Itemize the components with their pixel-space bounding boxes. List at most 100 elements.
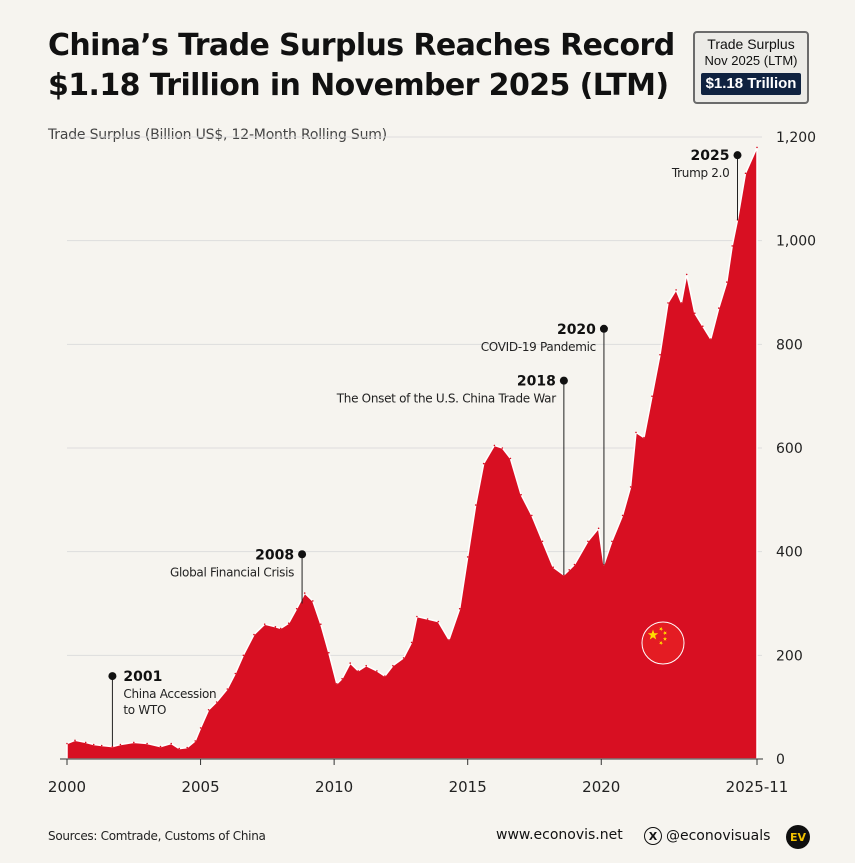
badge-label: Trade Surplus bbox=[707, 36, 795, 52]
data-point bbox=[341, 677, 343, 680]
data-point bbox=[133, 741, 135, 744]
data-point bbox=[643, 436, 645, 439]
data-point bbox=[410, 641, 413, 644]
annotation-dot bbox=[559, 376, 568, 385]
data-point bbox=[199, 727, 202, 729]
badge-value: $1.18 Trillion bbox=[701, 73, 801, 95]
annotation-dot bbox=[599, 324, 608, 333]
data-point bbox=[675, 289, 677, 291]
data-point bbox=[667, 302, 669, 304]
data-point bbox=[501, 447, 504, 449]
data-point bbox=[100, 744, 103, 747]
x-twitter-icon: X bbox=[644, 827, 662, 845]
annotation-dot bbox=[108, 672, 117, 681]
data-point bbox=[295, 607, 298, 610]
data-point bbox=[146, 742, 148, 745]
data-point bbox=[376, 670, 378, 672]
data-point bbox=[312, 600, 314, 602]
econovis-logo-icon: EV bbox=[786, 825, 810, 849]
website-link[interactable]: www.econovis.net bbox=[496, 827, 623, 843]
data-point bbox=[726, 281, 728, 283]
data-point bbox=[509, 457, 512, 460]
data-point bbox=[159, 745, 162, 748]
data-point bbox=[186, 746, 188, 749]
data-point bbox=[710, 338, 712, 340]
y-axis-label: Trade Surplus (Billion US$, 12-Month Rol… bbox=[48, 127, 387, 143]
data-point bbox=[365, 664, 368, 667]
x-tick-label: 2015 bbox=[449, 778, 487, 796]
data-point bbox=[274, 626, 277, 628]
data-point bbox=[541, 540, 544, 543]
data-point bbox=[520, 493, 522, 496]
y-tick-label: 0 bbox=[776, 752, 785, 768]
data-point bbox=[587, 540, 589, 543]
data-point bbox=[349, 662, 352, 664]
annotation-dot bbox=[298, 550, 307, 559]
x-tick-label: 2005 bbox=[181, 778, 219, 796]
data-point bbox=[482, 462, 485, 465]
data-point bbox=[234, 672, 237, 675]
data-point bbox=[263, 623, 266, 625]
data-point bbox=[629, 486, 632, 488]
annotation-text: COVID-19 Pandemic bbox=[481, 340, 596, 354]
data-point bbox=[402, 657, 405, 659]
y-tick-label: 600 bbox=[776, 441, 803, 457]
data-point bbox=[685, 273, 688, 276]
data-point bbox=[328, 651, 330, 654]
data-point bbox=[357, 670, 360, 672]
data-point bbox=[119, 743, 122, 746]
y-tick-label: 200 bbox=[776, 648, 803, 664]
data-point bbox=[680, 302, 683, 304]
data-point bbox=[336, 683, 338, 685]
annotation-year: 2018 bbox=[517, 374, 556, 390]
y-tick-label: 1,000 bbox=[776, 234, 816, 250]
data-point bbox=[303, 592, 306, 594]
data-point bbox=[651, 395, 653, 398]
sources-note: Sources: Comtrade, Customs of China bbox=[48, 829, 266, 843]
data-point bbox=[426, 618, 429, 620]
data-point bbox=[694, 312, 696, 315]
data-point bbox=[573, 563, 576, 566]
data-point bbox=[66, 742, 68, 745]
data-point bbox=[226, 688, 229, 690]
data-point bbox=[84, 741, 87, 744]
data-point bbox=[242, 654, 245, 657]
data-point bbox=[178, 747, 180, 750]
annotation-2018: 2018 The Onset of the U.S. China Trade Wa… bbox=[336, 374, 568, 575]
annotation-dot bbox=[733, 151, 742, 160]
data-point bbox=[659, 353, 661, 356]
annotation-year: 2008 bbox=[255, 547, 294, 563]
data-point bbox=[384, 675, 386, 677]
data-point bbox=[597, 527, 600, 530]
annotation-text: Trump 2.0 bbox=[671, 166, 730, 180]
data-point bbox=[731, 245, 733, 247]
x-tick-label: 2010 bbox=[315, 778, 353, 796]
data-point bbox=[416, 615, 418, 618]
data-point bbox=[207, 709, 210, 711]
data-point bbox=[448, 639, 450, 641]
data-point bbox=[611, 540, 613, 543]
annotation-2001: 2001 China Accession to WTO bbox=[108, 669, 217, 747]
x-tick-label: 2020 bbox=[582, 778, 620, 796]
badge-period: Nov 2025 (LTM) bbox=[704, 53, 798, 68]
data-point bbox=[215, 701, 218, 703]
annotation-2008: 2008 Global Financial Crisis bbox=[170, 547, 307, 604]
chart-title-line-1: China’s Trade Surplus Reaches Record bbox=[48, 28, 675, 63]
data-point bbox=[702, 325, 704, 328]
annotation-2025: 2025 Trump 2.0 bbox=[671, 148, 742, 220]
chart-title: China’s Trade Surplus Reaches Record $1.… bbox=[48, 26, 675, 106]
annotation-year: 2025 bbox=[691, 148, 730, 164]
social-handle[interactable]: X @econovisuals bbox=[644, 825, 770, 847]
data-point bbox=[458, 607, 461, 610]
social-handle-text: @econovisuals bbox=[666, 828, 771, 844]
data-point bbox=[170, 742, 172, 745]
data-point bbox=[437, 620, 440, 623]
annotation-text: Global Financial Crisis bbox=[170, 565, 294, 579]
china-flag-icon bbox=[641, 621, 685, 665]
data-point bbox=[194, 740, 196, 742]
data-point bbox=[635, 431, 637, 434]
data-point bbox=[744, 172, 747, 175]
annotation-text: to WTO bbox=[123, 703, 166, 717]
annotation-text: The Onset of the U.S. China Trade War bbox=[336, 392, 556, 406]
